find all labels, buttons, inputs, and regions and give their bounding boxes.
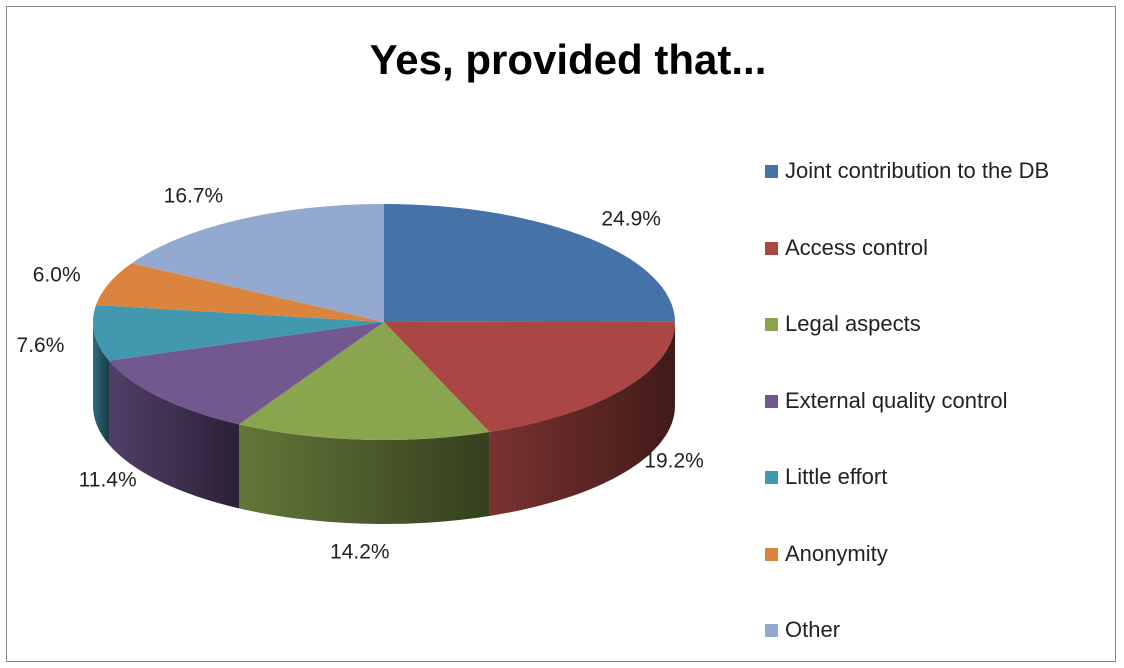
legend-label: Anonymity (785, 540, 888, 566)
data-label-anonymity: 6.0% (33, 263, 81, 286)
legend-label: Other (785, 617, 841, 642)
pie-slice-little-effort (93, 305, 384, 361)
legend-swatch (765, 165, 778, 178)
legend-swatch (765, 624, 778, 637)
pie-slice-joint-contribution-to-the-db (384, 204, 675, 322)
legend-label: Little effort (785, 464, 888, 489)
pie-slice-other (131, 204, 384, 322)
data-label-external-quality-control: 11.4% (79, 468, 137, 491)
pie-sides (93, 322, 675, 524)
data-label-legal-aspects: 14.2% (330, 541, 390, 564)
legend-swatch (765, 394, 778, 408)
pie-data-labels: 24.9% 19.2% 14.2% 11.4% 7.6% 6.0% 16.7% (17, 185, 704, 564)
legend-swatch (765, 547, 778, 561)
data-label-little-effort: 7.6% (17, 334, 65, 357)
pie-side-access-control (489, 322, 675, 516)
data-label-access-control: 19.2% (644, 450, 704, 473)
chart-title: Yes, provided that... (369, 36, 767, 83)
pie-side-little-effort (93, 322, 109, 445)
legend-label: Access control (785, 234, 929, 260)
legend-swatch (765, 471, 778, 484)
legend-swatch (765, 241, 778, 255)
legend-swatch (765, 318, 778, 331)
legend-label: Legal aspects (785, 311, 921, 336)
legend-label: External quality control (785, 387, 1008, 413)
pie-slices (93, 204, 675, 440)
pie-slice-external-quality-control (108, 322, 385, 425)
data-label-other: 16.7% (164, 185, 224, 208)
pie-side-external-quality-control (108, 360, 240, 509)
pie-slice-access-control (384, 321, 675, 432)
legend-label: Joint contribution to the DB (785, 158, 1050, 183)
pie-side-legal-aspects (239, 424, 490, 524)
pie-slice-legal-aspects (239, 322, 490, 440)
data-label-joint-contribution-to-the-db: 24.9% (601, 207, 661, 230)
pie-slice-anonymity (96, 263, 384, 322)
